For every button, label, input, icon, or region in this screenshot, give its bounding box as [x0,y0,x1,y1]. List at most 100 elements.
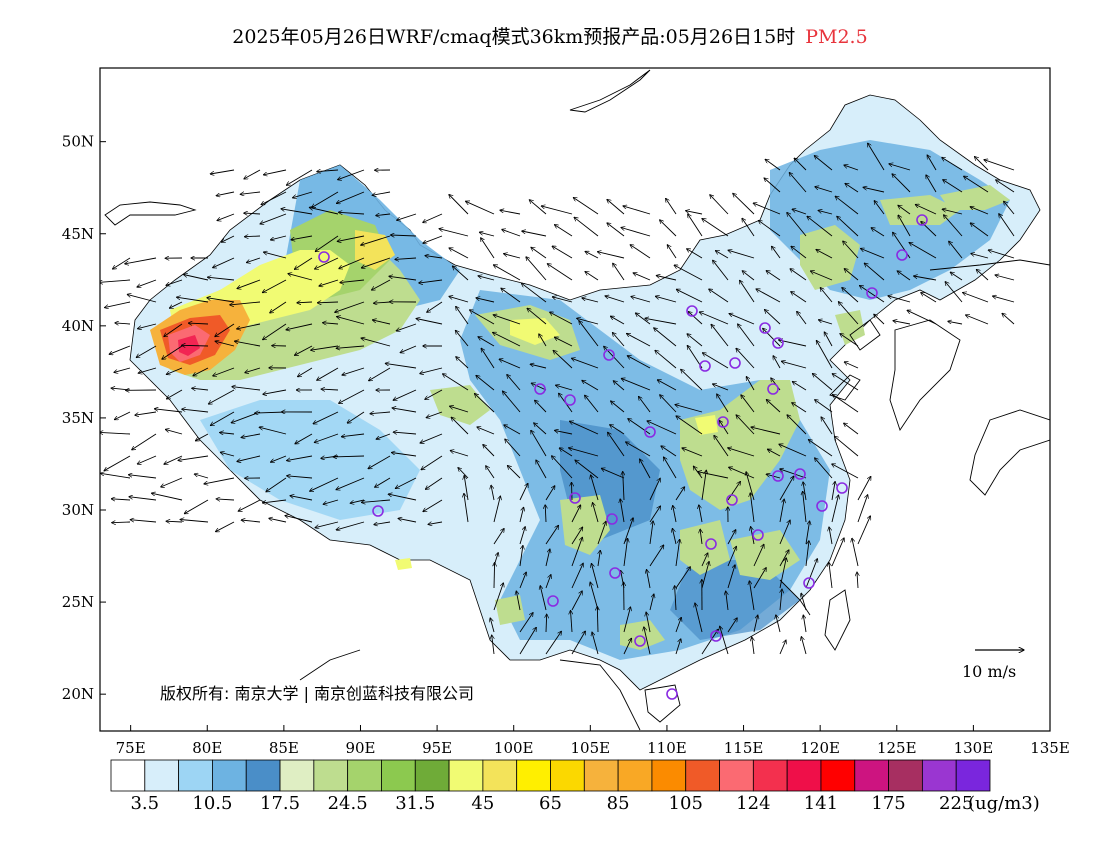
wind-vector [423,235,443,243]
wind-vector [688,214,703,237]
wind-vector [263,323,287,340]
colorbar-swatch [550,759,585,792]
wind-vector [293,191,313,198]
wind-vector [420,367,443,374]
wind-vector [195,433,209,441]
wind-vector [235,341,261,347]
wind-vector [112,522,131,523]
lat-tick-label: 20N [62,685,94,703]
wind-vector [192,388,209,390]
wind-vector [675,539,680,567]
wind-vector [232,387,261,391]
wind-vector [975,157,989,171]
wind-vector [129,497,157,501]
wind-vector [113,257,131,269]
wind-vector [742,271,755,281]
wind-vector [889,164,911,171]
wind-vector [695,603,703,633]
wind-vector [244,169,261,179]
wind-vector [529,200,547,215]
city-station-marker [772,470,784,482]
wind-vector [573,198,599,215]
wind-vector [391,235,417,236]
wind-vector [521,283,547,303]
wind-vector [627,356,651,369]
wind-vector [815,458,833,479]
wind-vector [861,249,885,259]
wind-vector [591,563,599,589]
wind-vector [713,260,729,281]
wind-vector [297,302,313,303]
wind-vector [832,374,859,391]
wind-vector [571,527,583,545]
wind-vector [575,460,599,479]
wind-vector [698,472,729,479]
wind-vector [310,477,339,491]
wind-vector [449,296,469,303]
wind-vector [109,345,131,354]
wind-vector [111,388,131,390]
wind-vector [792,403,807,413]
wind-vector [395,477,417,489]
wind-vector [361,235,391,245]
city-station-marker [606,513,618,525]
wind-vector [507,375,521,391]
wind-vector [833,395,859,413]
wind-vector [984,160,1015,171]
wind-vector [585,272,599,281]
wind-vector [943,180,963,193]
colorbar-swatch [921,759,957,792]
wind-vector [245,367,261,373]
colorbar-swatch [110,759,146,792]
wind-vector [259,427,287,435]
wind-vector [749,581,755,611]
wind-vector [425,389,443,399]
wind-vector [519,613,533,633]
colorbar-swatch [955,759,991,792]
lat-tick-label: 45N [62,225,94,243]
city-station-marker [318,251,330,263]
wind-vector [152,493,183,501]
wind-vector [993,296,1015,303]
wind-vector [687,334,703,347]
wind-vector [736,415,755,435]
colorbar-swatch [212,759,247,792]
wind-vector [791,292,807,303]
wind-vector [162,345,183,359]
wind-vector [644,627,651,655]
coastline [779,579,811,616]
wind-vector [545,575,551,589]
wind-vector [519,527,525,545]
colorbar-swatch [448,759,484,792]
colorbar-label: 124 [736,793,771,814]
wind-vector [966,315,989,325]
high-conc-region [395,558,412,570]
wind-vector [571,505,581,523]
wind-vector [627,334,651,347]
wind-vector [892,174,911,193]
wind-vector [766,400,781,413]
wind-vector [579,321,599,347]
wind-vector [633,273,651,281]
wind-vector [271,235,287,240]
wind-vector [701,562,709,589]
wind-vector [717,394,729,413]
coastline [889,319,961,432]
lon-tick-label: 115E [724,739,764,757]
wind-vector [789,173,807,193]
wind-vector [388,494,417,501]
wind-vector [391,453,417,457]
wind-vector [215,323,235,337]
wind-vector [507,466,521,479]
wind-vector [314,433,339,443]
city-station-marker [547,595,559,607]
wind-vector [807,216,833,237]
wind-vector [339,212,365,214]
wind-vector [852,538,859,567]
wind-vector [287,476,313,479]
wind-vector [287,455,313,461]
wind-vector [950,272,963,281]
wind-vector [720,626,729,655]
city-station-marker [699,360,711,372]
wind-vector [591,475,599,501]
